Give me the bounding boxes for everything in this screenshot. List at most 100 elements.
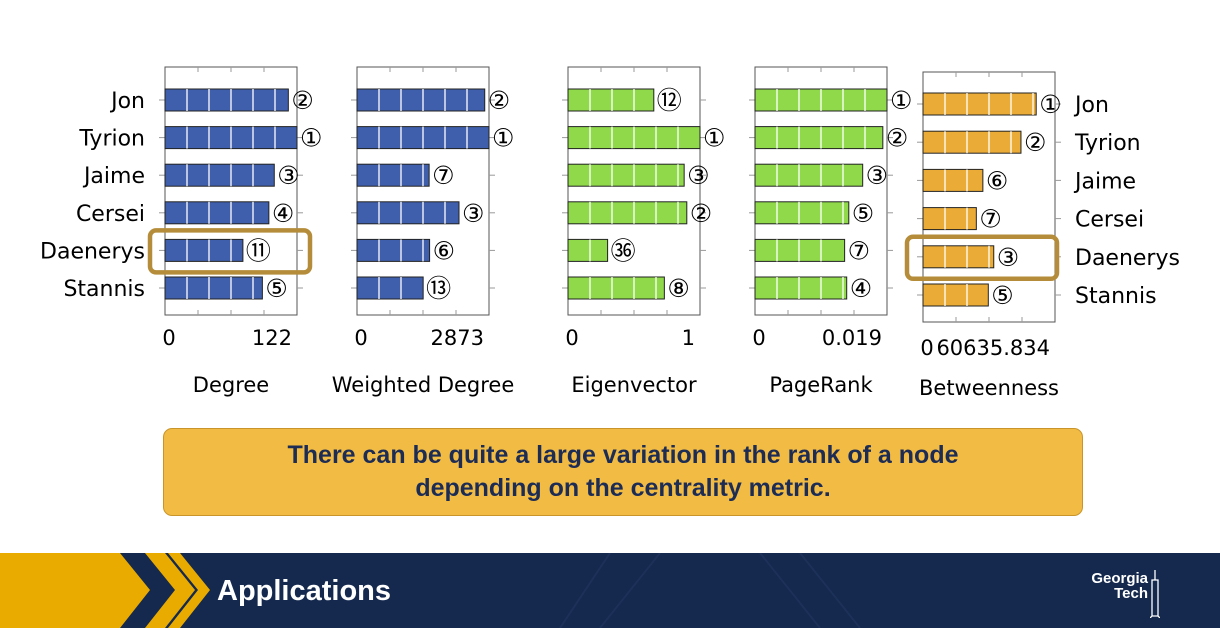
x-axis-label: Eigenvector	[571, 373, 697, 397]
georgia-tech-logo: Georgia Tech	[1078, 568, 1168, 618]
rank-label: ③	[866, 161, 888, 190]
bar-daenerys	[922, 245, 995, 269]
rank-label: ③	[462, 199, 484, 228]
category-label: Stannis	[1075, 284, 1157, 309]
rank-label: ①	[492, 124, 514, 153]
rank-label: ④	[272, 199, 294, 228]
bar-jaime	[164, 163, 275, 187]
x-tick-label: 60635.834	[936, 336, 1050, 360]
logo-text-line-1: Georgia	[1091, 570, 1148, 587]
section-title: Applications	[217, 575, 392, 607]
rank-label: ⑦	[848, 236, 870, 265]
chart-4: ① ② ③ ⑤ ⑦ ④ 0 0.019 PageRank	[749, 66, 912, 397]
category-label: Stannis	[63, 277, 145, 302]
rank-label: ③	[997, 243, 1019, 272]
callout-line-1: There can be quite a large variation in …	[287, 441, 959, 469]
callout-box: There can be quite a large variation in …	[163, 428, 1083, 516]
bar-stannis	[922, 283, 989, 307]
rank-label: ⑤	[852, 199, 874, 228]
highlight-box	[904, 234, 1060, 282]
footer-bar	[0, 553, 1220, 628]
x-axis-label: PageRank	[769, 373, 873, 397]
bar-stannis	[567, 276, 665, 300]
rank-label: ④	[850, 274, 872, 303]
chart-1: ② Jon ① Tyrion ③ Jaime ④ Cersei ⑪ Daenerys ⑤ Stanni…	[40, 66, 322, 397]
rank-label: ⑤	[265, 274, 287, 303]
centrality-charts: ② Jon ① Tyrion ③ Jaime ④ Cersei ⑪ Daenerys ⑤ Stanni…	[40, 66, 1180, 400]
rank-label: ⑬	[426, 274, 451, 303]
category-label: Jaime	[1073, 169, 1136, 194]
bar-cersei	[922, 207, 977, 231]
bar-cersei	[567, 201, 688, 225]
rank-label: ⑧	[667, 274, 689, 303]
rank-label: ⑦	[979, 205, 1001, 234]
rank-label: ⑥	[986, 166, 1008, 195]
bar-cersei	[754, 201, 850, 225]
bar-jon	[567, 88, 655, 112]
bar-daenerys	[164, 238, 244, 262]
tower-icon	[1150, 570, 1160, 618]
category-label: Cersei	[76, 202, 145, 227]
rank-label: ②	[1024, 128, 1046, 157]
bar-daenerys	[754, 238, 846, 262]
category-label: Jon	[109, 89, 145, 114]
bar-stannis	[356, 276, 424, 300]
category-label: Cersei	[1075, 208, 1144, 233]
x-tick-label: 1	[682, 326, 695, 350]
rank-label: ⑦	[432, 161, 454, 190]
rank-label: ②	[886, 124, 908, 153]
x-axis-label: Weighted Degree	[332, 373, 515, 397]
rank-label: ②	[291, 86, 313, 115]
category-label: Tyrion	[1074, 131, 1141, 156]
x-tick-label: 0.019	[822, 326, 882, 350]
x-axis-label: Degree	[193, 373, 269, 397]
rank-label: ①	[890, 86, 912, 115]
category-label: Jaime	[82, 164, 145, 189]
x-tick-label: 0	[565, 326, 578, 350]
rank-label: ①	[1039, 90, 1061, 119]
bar-stannis	[164, 276, 263, 300]
x-tick-label: 0	[752, 326, 765, 350]
bar-cersei	[356, 201, 460, 225]
bar-stannis	[754, 276, 848, 300]
bar-cersei	[164, 201, 270, 225]
bar-jon	[922, 92, 1037, 116]
bar-jon	[164, 88, 289, 112]
rank-label: ②	[690, 199, 712, 228]
bar-daenerys	[567, 238, 609, 262]
rank-label: ①	[703, 124, 725, 153]
rank-label: ③	[687, 161, 709, 190]
bar-jaime	[922, 168, 984, 192]
logo-text-line-2: Tech	[1114, 585, 1148, 602]
category-label: Daenerys	[40, 239, 145, 264]
bar-jaime	[754, 163, 864, 187]
rank-label: ⑪	[246, 236, 271, 265]
x-tick-label: 0	[162, 326, 175, 350]
bar-jon	[356, 88, 486, 112]
footer-graphic	[0, 553, 861, 628]
bar-jaime	[356, 163, 430, 187]
x-tick-label: 0	[354, 326, 367, 350]
bar-daenerys	[356, 238, 431, 262]
chart-5: ① Jon ② Tyrion ⑥ Jaime ⑦ Cersei ③ Daenerys ⑤ Stanni…	[904, 71, 1180, 400]
x-tick-label: 2873	[431, 326, 484, 350]
x-tick-label: 122	[252, 326, 292, 350]
chart-2: ② ① ⑦③⑥ ⑬ 0 2873 Weighted Degree	[332, 66, 515, 397]
category-label: Jon	[1073, 93, 1109, 118]
rank-label: ⑫	[657, 86, 682, 115]
bar-tyrion	[922, 130, 1022, 154]
rank-label: ㊱	[611, 236, 636, 265]
chart-3: ⑫① ③ ② ㊱ ⑧ 0 1 Eigenvector	[562, 66, 725, 397]
rank-label: ③	[277, 161, 299, 190]
x-axis-label: Betweenness	[919, 376, 1059, 400]
category-label: Daenerys	[1075, 246, 1180, 271]
rank-label: ②	[488, 86, 510, 115]
bar-jaime	[567, 163, 685, 187]
highlight-box	[147, 228, 313, 275]
rank-label: ⑤	[991, 281, 1013, 310]
callout-line-2: depending on the centrality metric.	[415, 474, 831, 502]
rank-label: ①	[300, 124, 322, 153]
x-tick-label: 0	[920, 336, 933, 360]
rank-label: ⑥	[433, 236, 455, 265]
category-label: Tyrion	[78, 127, 145, 152]
